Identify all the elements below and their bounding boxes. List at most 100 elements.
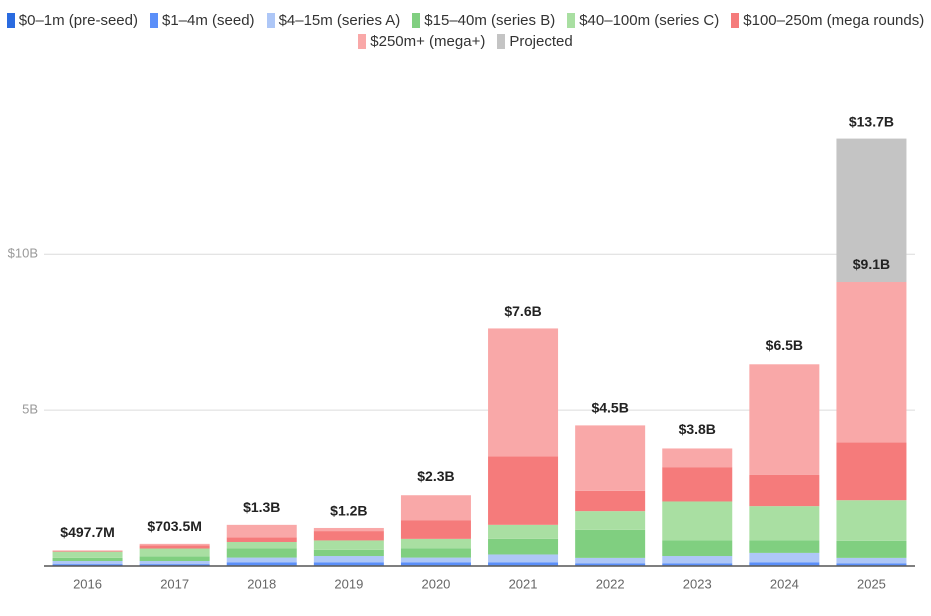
legend: $0–1m (pre-seed) $1–4m (seed) $4–15m (seri…	[0, 12, 931, 50]
bar-segment	[400, 538, 471, 549]
legend-swatch	[358, 34, 367, 49]
x-tick-label: 2023	[683, 576, 712, 591]
x-tick-label: 2021	[509, 576, 538, 591]
legend-item: $40–100m (series C)	[567, 12, 719, 29]
bar-segment	[400, 548, 471, 558]
legend-label: $15–40m (series B)	[424, 12, 556, 29]
bar-segment	[749, 562, 820, 566]
total-label: $9.1B	[853, 256, 890, 272]
total-label: $2.3B	[417, 468, 454, 484]
bar-segment	[313, 562, 384, 566]
bar-segment	[488, 328, 559, 457]
legend-label: $1–4m (seed)	[162, 12, 255, 29]
legend-label: $100–250m (mega rounds)	[743, 12, 925, 29]
bar-segment	[400, 562, 471, 566]
bar-segment	[836, 442, 907, 501]
bar-segment	[139, 556, 210, 562]
x-tick-label: 2020	[421, 576, 450, 591]
legend-swatch	[497, 34, 506, 49]
legend-swatch	[266, 13, 275, 28]
bar-segment	[226, 562, 297, 566]
x-tick-label: 2019	[334, 576, 363, 591]
legend-item: Projected	[497, 33, 573, 50]
x-tick-label: 2022	[596, 576, 625, 591]
legend-swatch	[412, 13, 421, 28]
legend-item: $250m+ (mega+)	[358, 33, 485, 50]
total-label: $7.6B	[504, 303, 541, 319]
legend-item: $1–4m (seed)	[150, 12, 255, 29]
legend-swatch	[6, 13, 15, 28]
legend-swatch	[731, 13, 740, 28]
bar-segment	[662, 467, 733, 502]
total-label: $703.5M	[147, 518, 201, 534]
legend-item: $4–15m (series A)	[266, 12, 401, 29]
bar-segment	[575, 511, 646, 530]
bar-segment	[313, 527, 384, 532]
legend-label: $4–15m (series A)	[278, 12, 401, 29]
bar-segment	[226, 557, 297, 563]
bar-segment	[226, 548, 297, 558]
bar-segment	[836, 557, 907, 564]
total-label: $1.3B	[243, 499, 280, 515]
y-tick-label: $10B	[8, 246, 38, 261]
bar-segment	[575, 425, 646, 491]
legend-item: $15–40m (series B)	[412, 12, 555, 29]
y-tick-label: 5B	[22, 402, 38, 417]
bar-segment	[139, 545, 210, 549]
bar-segment	[749, 364, 820, 475]
bar-segment	[575, 563, 646, 566]
bar-segment	[400, 557, 471, 563]
bar-segment	[488, 524, 559, 539]
bar-segment	[836, 500, 907, 541]
legend-item: $0–1m (pre-seed)	[6, 12, 138, 29]
bar-segment	[139, 564, 210, 566]
x-tick-label: 2024	[770, 576, 799, 591]
bar-segment	[662, 540, 733, 557]
legend-swatch	[567, 13, 576, 28]
bar-segment	[52, 561, 123, 565]
x-tick-label: 2017	[160, 576, 189, 591]
bar-segment	[52, 557, 123, 562]
bar-segment	[749, 474, 820, 507]
bar-segment	[488, 456, 559, 525]
x-tick-label: 2016	[73, 576, 102, 591]
total-label: $497.7M	[60, 524, 114, 540]
bar-segment	[662, 501, 733, 541]
bar-segment	[313, 540, 384, 550]
legend-label: $40–100m (series C)	[579, 12, 720, 29]
bar-segment	[575, 557, 646, 564]
total-label: $6.5B	[766, 337, 803, 353]
bar-segment	[662, 563, 733, 566]
bar-segment	[52, 551, 123, 552]
bar-segment	[662, 556, 733, 564]
bar-segment	[52, 564, 123, 566]
bar-segment	[313, 556, 384, 563]
total-label: $1.2B	[330, 502, 367, 518]
bar-segment	[836, 563, 907, 566]
bar-segment	[139, 548, 210, 557]
legend-label: $250m+ (mega+)	[370, 33, 486, 50]
bar-segment	[226, 541, 297, 549]
bar-segment	[226, 537, 297, 542]
bar-segment	[226, 524, 297, 538]
bar-segment	[836, 138, 907, 282]
bar-segment	[400, 495, 471, 521]
bar-segment	[749, 506, 820, 541]
bar-segment	[662, 448, 733, 468]
bar-segment	[836, 281, 907, 443]
legend-label: $0–1m (pre-seed)	[18, 12, 138, 29]
bar-segment	[139, 543, 210, 546]
legend-label: Projected	[509, 33, 573, 50]
total-label: $4.5B	[591, 399, 628, 415]
bar-segment	[400, 520, 471, 539]
bar-segment	[313, 549, 384, 557]
total-label: $3.8B	[679, 421, 716, 437]
bar-segment	[139, 561, 210, 565]
bar-segment	[749, 552, 820, 563]
bar-segment	[575, 490, 646, 512]
bar-segment	[575, 529, 646, 558]
bar-segment	[749, 540, 820, 553]
bar-segment	[52, 550, 123, 552]
